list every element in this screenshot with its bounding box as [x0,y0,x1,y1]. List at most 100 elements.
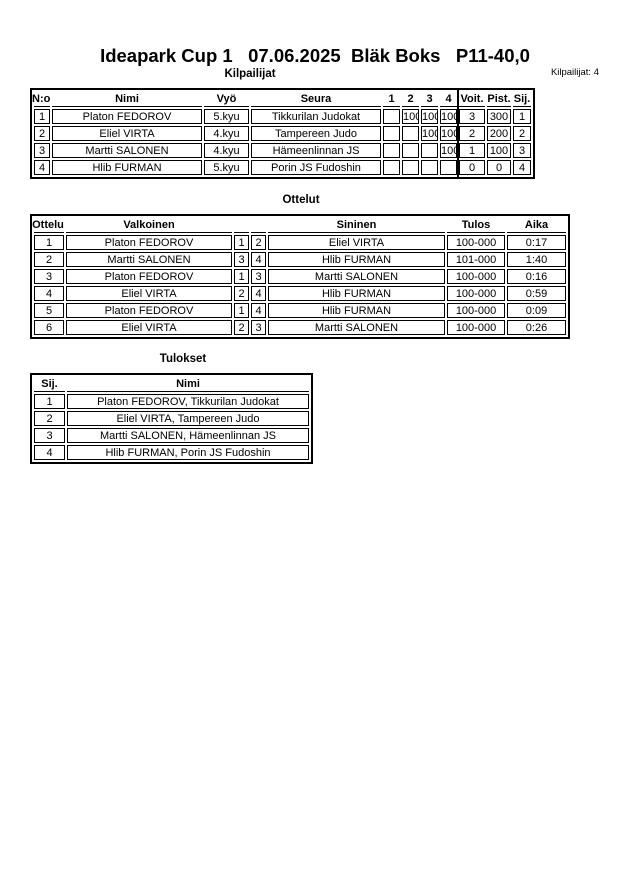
cell-white-no: 1 [234,303,249,318]
col-header-name: Nimi [67,377,309,392]
cell-points: 0 [487,160,511,175]
cell-blue-name: Martti SALONEN [268,269,445,284]
cell-r2: 100 [402,109,419,124]
cell-result: 100-000 [447,320,505,335]
result-row: 1 Platon FEDOROV, Tikkurilan Judokat [34,394,309,409]
col-header-place: Sij. [513,93,531,107]
result-row: 2 Eliel VIRTA, Tampereen Judo [34,411,309,426]
cell-r4: 100 [440,109,457,124]
cell-result: 100-000 [447,303,505,318]
cell-match-no: 3 [34,269,64,284]
cell-result: 100-000 [447,269,505,284]
cell-no: 4 [34,160,50,175]
cell-points: 300 [487,109,511,124]
results-table: Sij. Nimi 1 Platon FEDOROV, Tikkurilan J… [30,373,313,464]
cell-blue-name: Martti SALONEN [268,320,445,335]
col-header-no: N:o [32,93,51,107]
cell-blue-name: Hlib FURMAN [268,252,445,267]
cell-white-no: 1 [234,235,249,250]
competitor-row: 4 Hlib FURMAN 5.kyu Porin JS Fudoshin 0 … [34,160,531,175]
cell-blue-name: Hlib FURMAN [268,286,445,301]
competitors-table: N:o Nimi Vyö Seura 1 2 3 4 Voit. Pist. S… [30,88,535,179]
results-header-row: Sij. Nimi [34,377,309,392]
results-section-divider [457,88,459,179]
cell-time: 0:09 [507,303,566,318]
cell-name: Martti SALONEN [52,143,202,158]
cell-place: 4 [34,445,65,460]
col-header-wins: Voit. [459,93,485,107]
cell-place: 3 [34,428,65,443]
cell-result: 100-000 [447,235,505,250]
cell-r2 [402,143,419,158]
competitors-header-row: N:o Nimi Vyö Seura 1 2 3 4 Voit. Pist. S… [32,92,531,107]
cell-white-no: 1 [234,269,249,284]
cell-place: 4 [513,160,531,175]
cell-no: 3 [34,143,50,158]
cell-white-name: Platon FEDOROV [66,269,232,284]
result-row: 4 Hlib FURMAN, Porin JS Fudoshin [34,445,309,460]
cell-result: 101-000 [447,252,505,267]
cell-club: Tampereen Judo [251,126,381,141]
cell-name: Hlib FURMAN [52,160,202,175]
col-header-r3: 3 [421,92,438,107]
matches-heading: Ottelut [282,194,320,206]
cell-r1 [383,160,400,175]
cell-r3: 100 [421,109,438,124]
cell-white-name: Eliel VIRTA [66,286,232,301]
col-header-points: Pist. [487,93,511,107]
matches-header-row: Ottelu Valkoinen Sininen Tulos Aika [32,218,566,233]
cell-match-no: 6 [34,320,64,335]
cell-name: Platon FEDOROV [52,109,202,124]
col-header-club: Seura [251,92,381,107]
cell-club: Tikkurilan Judokat [251,109,381,124]
match-row: 5 Platon FEDOROV 1 4 Hlib FURMAN 100-000… [34,303,566,318]
col-header-blue: Sininen [268,218,445,233]
competitor-row: 3 Martti SALONEN 4.kyu Hämeenlinnan JS 1… [34,143,531,158]
cell-points: 200 [487,126,511,141]
cell-result: 100-000 [447,286,505,301]
cell-time: 0:16 [507,269,566,284]
cell-r1 [383,143,400,158]
competitors-heading: Kilpailijat [224,68,276,80]
cell-r1 [383,126,400,141]
cell-match-no: 2 [34,252,64,267]
page-title: Ideapark Cup 1 07.06.2025 Bläk Boks P11-… [100,45,530,66]
col-header-name: Nimi [52,92,202,107]
cell-white-name: Eliel VIRTA [66,320,232,335]
col-header-r4: 4 [440,92,457,107]
cell-belt: 4.kyu [204,143,249,158]
competitors-count-label: Kilpailijat: 4 [550,67,599,78]
cell-belt: 5.kyu [204,160,249,175]
cell-wins: 2 [459,126,485,141]
cell-blue-no: 4 [251,286,266,301]
match-row: 1 Platon FEDOROV 1 2 Eliel VIRTA 100-000… [34,235,566,250]
cell-match-no: 4 [34,286,64,301]
cell-points: 100 [487,143,511,158]
cell-white-no: 2 [234,286,249,301]
cell-blue-name: Hlib FURMAN [268,303,445,318]
match-row: 4 Eliel VIRTA 2 4 Hlib FURMAN 100-000 0:… [34,286,566,301]
result-row: 3 Martti SALONEN, Hämeenlinnan JS [34,428,309,443]
cell-white-no: 2 [234,320,249,335]
col-header-r1: 1 [383,92,400,107]
cell-blue-no: 4 [251,252,266,267]
cell-blue-name: Eliel VIRTA [268,235,445,250]
cell-r3: 100 [421,126,438,141]
match-row: 2 Martti SALONEN 3 4 Hlib FURMAN 101-000… [34,252,566,267]
cell-r3 [421,160,438,175]
cell-no: 1 [34,109,50,124]
competitor-row: 1 Platon FEDOROV 5.kyu Tikkurilan Judoka… [34,109,531,124]
cell-blue-no: 3 [251,320,266,335]
col-header-r2: 2 [402,92,419,107]
cell-r3 [421,143,438,158]
cell-match-no: 1 [34,235,64,250]
cell-time: 0:59 [507,286,566,301]
results-heading: Tulokset [159,353,207,365]
col-header-white: Valkoinen [66,218,232,233]
cell-r2 [402,126,419,141]
cell-r1 [383,109,400,124]
cell-belt: 5.kyu [204,109,249,124]
cell-time: 0:17 [507,235,566,250]
cell-place: 1 [513,109,531,124]
